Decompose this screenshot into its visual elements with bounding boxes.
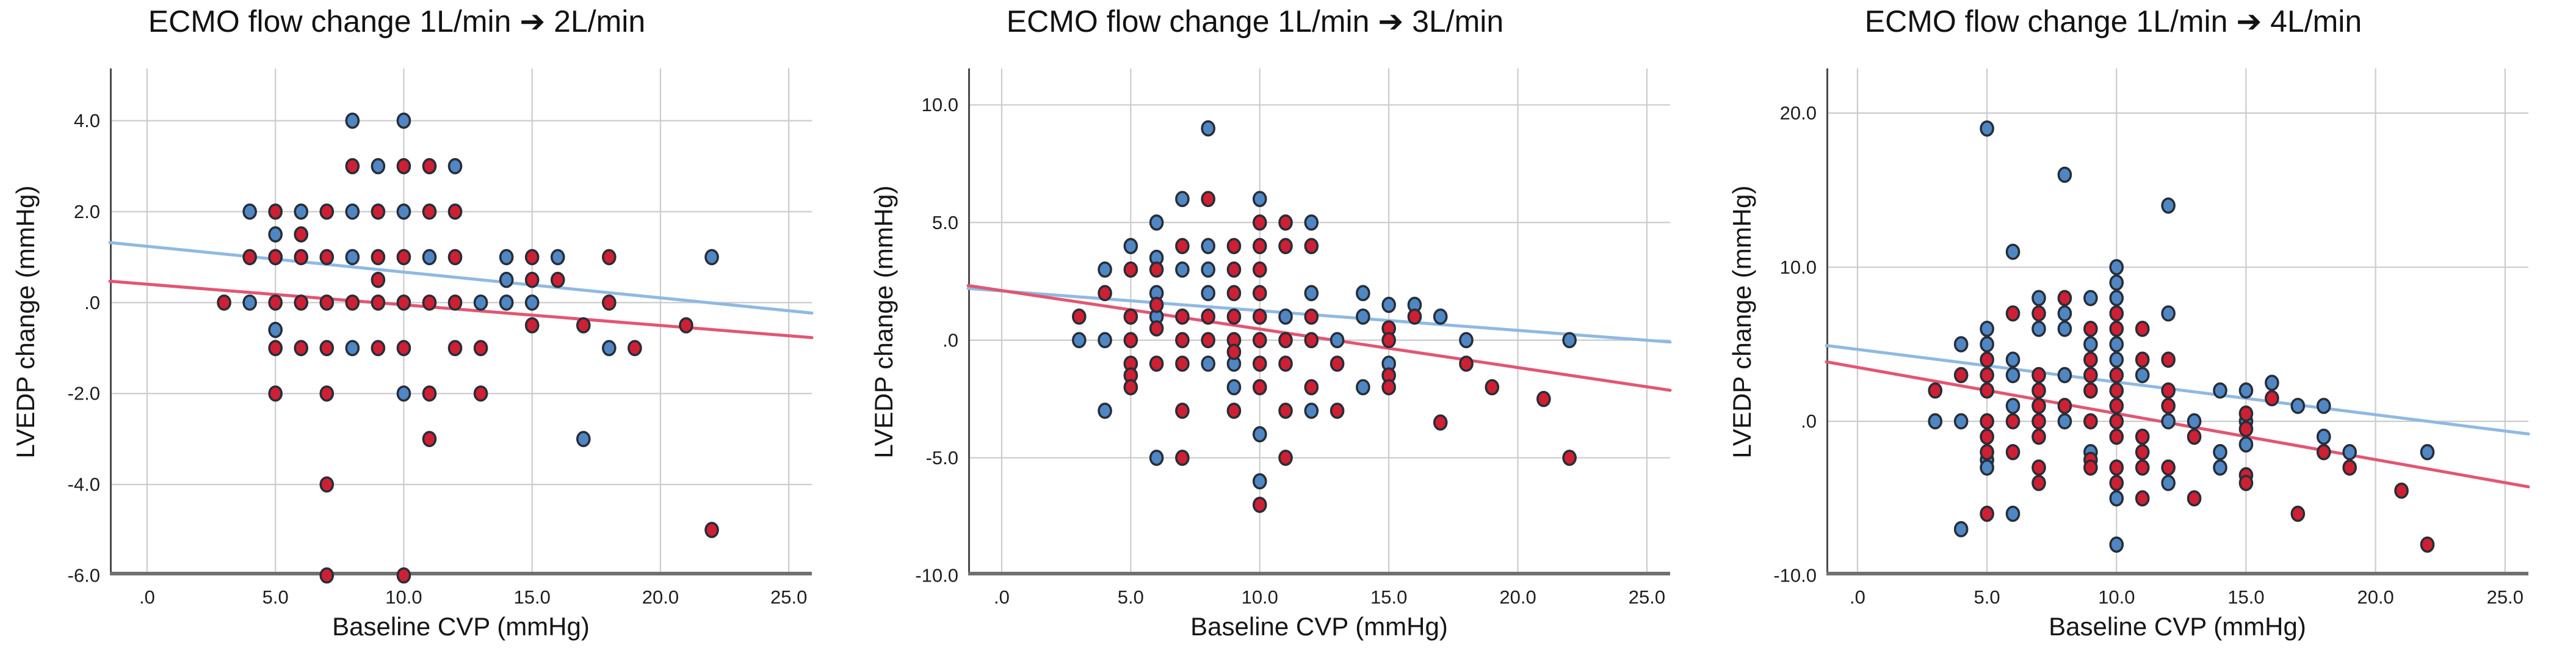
svg-text:20.0: 20.0 bbox=[642, 586, 679, 608]
svg-text:15.0: 15.0 bbox=[1370, 586, 1407, 608]
svg-text:-2.0: -2.0 bbox=[68, 383, 100, 404]
svg-text:4.0: 4.0 bbox=[74, 110, 100, 131]
panel-title: ECMO flow change 1L/min ➔ 4L/min bbox=[1864, 4, 2362, 38]
scatter-plot-flow-1-to-4: 20.0 10.0 .0 -10.0 .0 5.0 10.0 15.0 20.0 25.0 bbox=[1773, 68, 2530, 608]
x-axis-label: Baseline CVP (mmHg) bbox=[1190, 612, 1448, 641]
svg-text:2.0: 2.0 bbox=[74, 201, 100, 222]
svg-text:5.0: 5.0 bbox=[1118, 586, 1144, 608]
x-axis-label: Baseline CVP (mmHg) bbox=[2049, 612, 2306, 641]
svg-text:15.0: 15.0 bbox=[2227, 586, 2264, 608]
y-axis-label: LVEDP change (mmHg) bbox=[11, 185, 40, 459]
svg-text:5.0: 5.0 bbox=[262, 586, 289, 608]
svg-text:10.0: 10.0 bbox=[1242, 586, 1278, 608]
svg-text:-4.0: -4.0 bbox=[68, 474, 100, 495]
svg-text:.0: .0 bbox=[139, 586, 155, 608]
svg-text:.0: .0 bbox=[994, 586, 1010, 608]
svg-text:10.0: 10.0 bbox=[922, 94, 958, 115]
svg-text:15.0: 15.0 bbox=[514, 586, 551, 608]
panel-flow-1-to-4: ECMO flow change 1L/min ➔ 4L/min LVEDP c… bbox=[1717, 0, 2575, 664]
svg-text:20.0: 20.0 bbox=[1780, 103, 1817, 124]
svg-text:-10.0: -10.0 bbox=[1773, 565, 1817, 586]
svg-text:10.0: 10.0 bbox=[1780, 257, 1817, 278]
svg-text:25.0: 25.0 bbox=[770, 586, 807, 608]
y-axis-label: LVEDP change (mmHg) bbox=[869, 185, 898, 459]
svg-text:10.0: 10.0 bbox=[2098, 586, 2135, 608]
svg-text:-10.0: -10.0 bbox=[915, 565, 958, 586]
svg-text:-6.0: -6.0 bbox=[68, 565, 100, 586]
svg-text:.0: .0 bbox=[1801, 410, 1817, 432]
svg-text:25.0: 25.0 bbox=[1629, 586, 1665, 608]
svg-text:.0: .0 bbox=[1850, 586, 1865, 608]
svg-text:25.0: 25.0 bbox=[2487, 586, 2524, 608]
panel-flow-1-to-3: ECMO flow change 1L/min ➔ 3L/min LVEDP c… bbox=[858, 0, 1717, 664]
y-axis-label: LVEDP change (mmHg) bbox=[1728, 185, 1756, 459]
svg-text:10.0: 10.0 bbox=[385, 586, 422, 608]
scatter-plot-flow-1-to-3: 10.0 5.0 .0 -5.0 -10.0 .0 5.0 10.0 15.0 20.0 25.0 bbox=[915, 68, 1672, 608]
svg-text:5.0: 5.0 bbox=[1974, 586, 2000, 608]
svg-text:5.0: 5.0 bbox=[932, 212, 958, 233]
panel-flow-1-to-2: ECMO flow change 1L/min ➔ 2L/min LVEDP c… bbox=[0, 0, 858, 664]
svg-text:-5.0: -5.0 bbox=[926, 447, 958, 469]
scatter-plot-flow-1-to-2: 4.0 2.0 .0 -2.0 -4.0 -6.0 .0 5.0 10.0 15.0 20.0 25.… bbox=[68, 68, 814, 608]
x-axis-label: Baseline CVP (mmHg) bbox=[332, 612, 590, 641]
panel-title: ECMO flow change 1L/min ➔ 2L/min bbox=[148, 4, 646, 38]
panel-title: ECMO flow change 1L/min ➔ 3L/min bbox=[1006, 4, 1504, 38]
svg-text:.0: .0 bbox=[942, 329, 958, 351]
svg-text:20.0: 20.0 bbox=[1499, 586, 1536, 608]
svg-text:20.0: 20.0 bbox=[2357, 586, 2393, 608]
svg-text:.0: .0 bbox=[84, 292, 100, 313]
